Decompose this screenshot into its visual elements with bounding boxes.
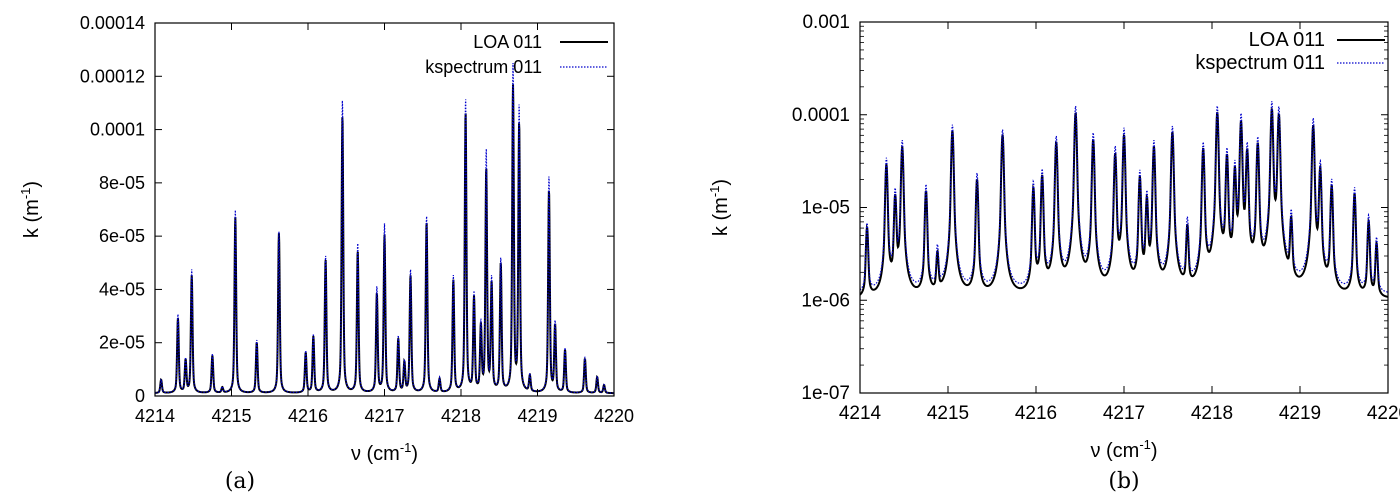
y-tick-label: 0.00014 <box>80 13 145 33</box>
x-axis-label: ν (cm-1) <box>351 440 418 465</box>
x-tick-label: 4218 <box>441 406 481 426</box>
plot-frame <box>154 22 615 397</box>
y-tick-label: 6e-05 <box>99 226 145 246</box>
legend-label: LOA 011 <box>1249 29 1325 51</box>
x-tick-label: 4215 <box>211 406 251 426</box>
y-tick-label: 2e-05 <box>99 333 145 353</box>
panel-caption: (a) <box>225 469 255 494</box>
x-tick-label: 4220 <box>1367 403 1400 424</box>
x-tick-label: 4218 <box>1191 403 1233 424</box>
y-tick-label: 0 <box>135 386 145 406</box>
legend: LOA 011 kspectrum 011 <box>425 32 608 77</box>
series-line-kspectrum <box>860 101 1388 293</box>
series-line-loa <box>860 108 1388 298</box>
x-tick-label: 4217 <box>364 406 404 426</box>
y-tick-label: 0.0001 <box>90 120 145 140</box>
plot-frame <box>859 21 1389 394</box>
legend-label: LOA 011 <box>473 32 542 52</box>
x-tick-label: 4217 <box>1103 403 1145 424</box>
y-tick-label: 0.00012 <box>80 66 145 86</box>
panel-caption: (b) <box>1108 469 1139 494</box>
y-tick-label: 1e-06 <box>801 290 850 311</box>
x-tick-label: 4219 <box>1279 403 1321 424</box>
legend-label: kspectrum 011 <box>1195 52 1325 74</box>
x-tick-label: 4214 <box>839 403 882 424</box>
x-tick-label: 4219 <box>517 406 557 426</box>
x-tick-label: 4215 <box>927 403 969 424</box>
y-tick-label: 8e-05 <box>99 173 145 193</box>
legend-label: kspectrum 011 <box>425 57 542 77</box>
x-tick-label: 4214 <box>135 406 175 426</box>
x-tick-label: 4216 <box>288 406 328 426</box>
x-tick-label: 4216 <box>1015 403 1057 424</box>
chart-panel-a: 4214 4215 4216 4217 4218 4219 4220 0 2e-05 4e-05 6… <box>18 13 634 494</box>
y-tick-label: 0.001 <box>802 12 850 33</box>
y-tick-label: 0.0001 <box>792 105 850 126</box>
y-tick-label: 1e-05 <box>801 198 850 219</box>
y-axis-label: k (m-1) <box>707 179 732 236</box>
y-axis-label: k (m-1) <box>18 181 43 238</box>
series-line-kspectrum <box>155 63 614 394</box>
y-tick-label: 1e-07 <box>801 383 850 404</box>
x-axis-label: ν (cm-1) <box>1090 437 1157 462</box>
y-tick-label: 4e-05 <box>99 279 145 299</box>
chart-panel-b: 4214 4215 4216 4217 4218 4219 4220 1e-07 1e-06 1e… <box>707 12 1400 494</box>
x-tick-label: 4220 <box>594 406 634 426</box>
